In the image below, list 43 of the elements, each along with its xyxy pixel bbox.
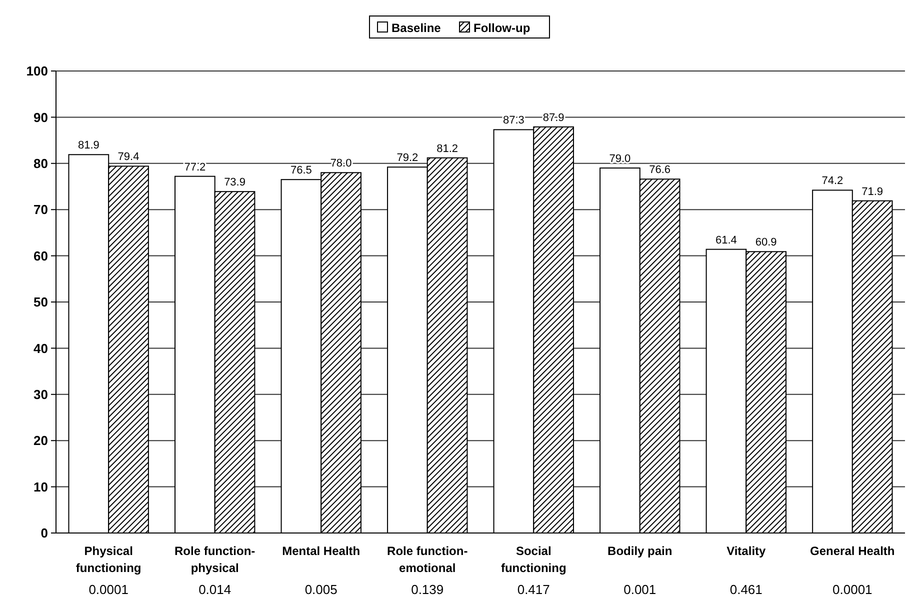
text: 0.461 [730,582,762,597]
y-tick-label: 90 [34,110,48,125]
y-tick-label: 10 [34,479,48,494]
data-label: 73.9 [224,176,246,189]
text: 0.417 [517,582,550,597]
data-label: 79.0 [609,153,631,166]
x-tick-label: Role function- emotional [387,544,468,575]
x-tick-label: Vitality [726,544,766,558]
y-tick-label: 40 [34,340,48,356]
text: 0.001 [624,582,656,597]
text: 0.0001 [88,582,128,597]
y-tick-label: 30 [34,386,48,402]
x-tick-label: Mental Health [282,544,360,558]
legend-label: Baseline [392,21,442,36]
data-label: 81.9 [78,140,100,152]
data-label: 81.2 [436,142,458,155]
data-label: 76.5 [290,164,312,177]
text: 0.0001 [832,582,872,597]
data-label: 76.6 [649,164,671,176]
y-tick-label: 0 [40,526,48,541]
x-tick-label: Role function- physical [174,544,256,575]
y-tick-label: 100 [26,64,48,79]
x-tick-label: General Health [810,544,895,558]
text: 0.014 [198,582,232,597]
y-tick-label: 60 [34,248,48,264]
data-label: 61.4 [716,234,737,246]
data-label: 74.2 [822,175,844,188]
data-label: 71.9 [862,186,884,198]
y-tick-label: 50 [34,294,48,310]
data-label: 79.4 [118,151,140,164]
text: 0.139 [411,582,444,597]
y-tick-label: 70 [34,202,48,218]
data-label: 79.2 [396,152,418,164]
data-label: 87.3 [502,114,524,127]
x-tick-label: Social functioning [500,544,566,575]
legend-label: Follow-up [474,21,530,36]
text: 0.005 [304,582,338,597]
data-label: 60.9 [755,236,777,249]
data-label: 77.2 [184,161,206,174]
x-tick-label: Bodily pain [608,544,672,558]
x-tick-label: Physical functioning [76,544,142,575]
y-tick-label: 80 [34,156,48,171]
y-tick-label: 20 [34,433,48,448]
